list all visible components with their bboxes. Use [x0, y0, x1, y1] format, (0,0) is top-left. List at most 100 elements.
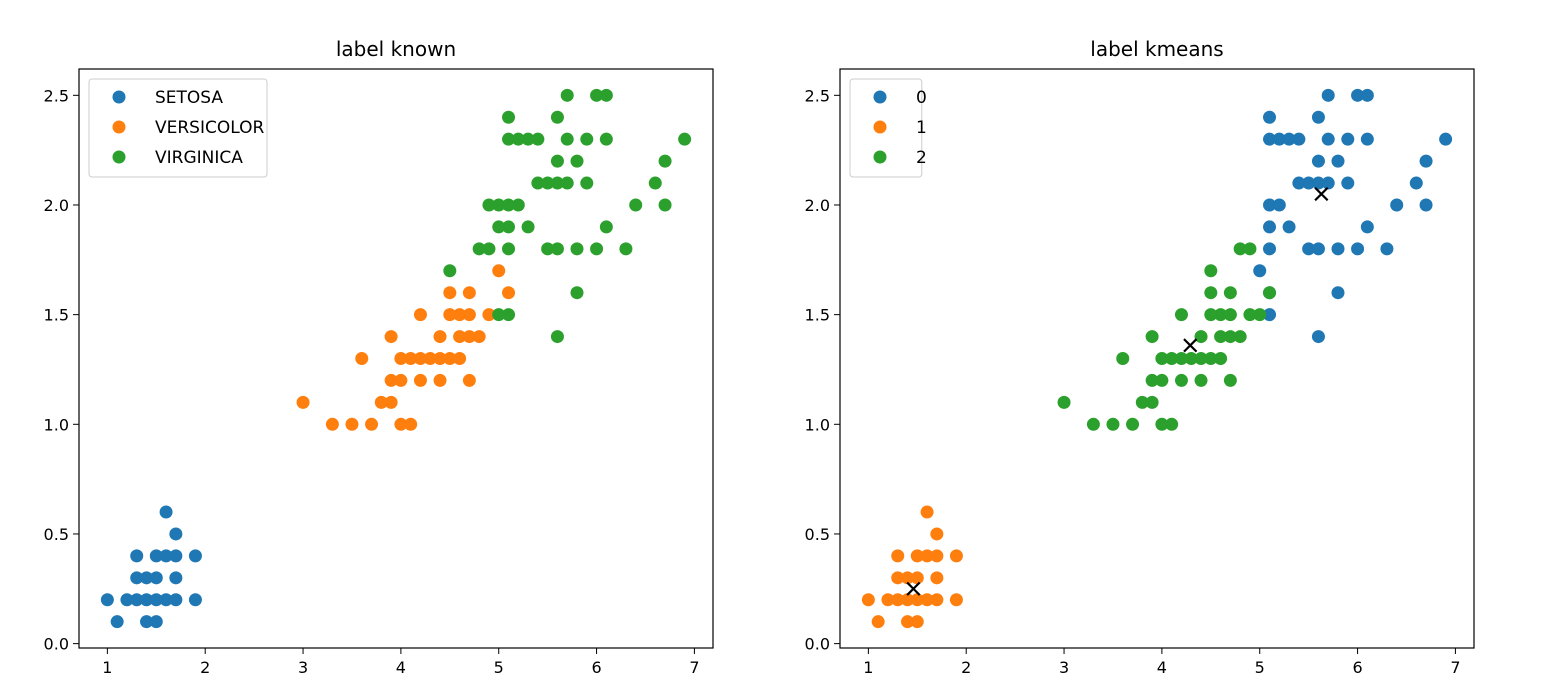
point-virginica: [550, 242, 564, 256]
point-0: [1321, 88, 1335, 102]
point-1: [949, 549, 963, 563]
point-0: [1302, 242, 1316, 256]
point-1: [871, 615, 885, 629]
point-0: [1263, 110, 1277, 124]
point-setosa: [188, 593, 202, 607]
y-tick-label: 0.0: [44, 635, 69, 654]
point-virginica: [580, 176, 594, 190]
x-tick-label: 2: [200, 658, 210, 677]
point-1: [920, 505, 934, 519]
point-0: [1321, 132, 1335, 146]
point-virginica: [570, 154, 584, 168]
x-tick-label: 7: [1450, 658, 1460, 677]
point-2: [1253, 308, 1267, 322]
x-tick-label: 6: [591, 658, 601, 677]
point-1: [910, 571, 924, 585]
point-1: [891, 549, 905, 563]
scatter-points: [100, 88, 692, 629]
point-versicolor: [384, 330, 398, 344]
point-0: [1419, 154, 1433, 168]
point-versicolor: [325, 417, 339, 431]
legend-label: VERSICOLOR: [155, 118, 264, 138]
point-versicolor: [355, 352, 369, 365]
point-2: [1126, 417, 1140, 431]
legend: 0 1 2: [849, 78, 927, 178]
x-tick-label: 3: [298, 658, 308, 677]
legend-marker: [112, 120, 126, 134]
point-2: [1233, 330, 1247, 344]
x-tick-label: 6: [1352, 658, 1362, 677]
point-virginica: [550, 176, 564, 190]
point-2: [1243, 308, 1257, 322]
point-versicolor: [394, 352, 408, 365]
point-virginica: [531, 176, 545, 190]
point-virginica: [599, 88, 613, 102]
point-virginica: [629, 198, 643, 212]
point-2: [1204, 286, 1218, 300]
x-tick-label: 7: [689, 658, 699, 677]
point-versicolor: [462, 308, 476, 322]
point-virginica: [502, 308, 516, 322]
point-2: [1174, 373, 1188, 387]
y-tick-label: 2.5: [44, 86, 69, 105]
y-tick-label: 0.5: [805, 525, 830, 544]
point-2: [1233, 242, 1247, 256]
point-0: [1272, 132, 1286, 146]
point-0: [1341, 132, 1355, 146]
point-1: [920, 593, 934, 607]
point-0: [1439, 132, 1453, 146]
point-versicolor: [404, 417, 418, 431]
point-1: [930, 593, 944, 607]
point-1: [949, 593, 963, 607]
x-tick-label: 5: [494, 658, 504, 677]
point-1: [910, 615, 924, 629]
point-virginica: [482, 198, 496, 212]
point-0: [1263, 220, 1277, 234]
point-2: [1223, 308, 1237, 322]
point-setosa: [169, 527, 183, 541]
point-2: [1223, 286, 1237, 300]
point-versicolor: [413, 373, 427, 387]
point-virginica: [648, 176, 662, 190]
point-0: [1311, 154, 1325, 168]
point-1: [930, 527, 944, 541]
x-tick-label: 1: [863, 658, 873, 677]
point-2: [1174, 308, 1188, 322]
point-setosa: [120, 593, 134, 607]
point-1: [891, 571, 905, 585]
point-2: [1116, 352, 1130, 365]
point-versicolor: [365, 417, 379, 431]
point-2: [1145, 373, 1159, 387]
y-tick-label: 1.5: [805, 306, 830, 325]
axes-frame: [839, 68, 1475, 649]
legend-label: 1: [916, 118, 927, 138]
point-virginica: [482, 242, 496, 256]
point-2: [1223, 330, 1237, 344]
point-virginica: [560, 88, 574, 102]
point-virginica: [502, 110, 516, 124]
point-setosa: [100, 593, 114, 607]
point-setosa: [159, 593, 173, 607]
point-1: [920, 549, 934, 563]
y-tick-label: 0.0: [805, 635, 830, 654]
point-2: [1223, 373, 1237, 387]
point-versicolor: [433, 330, 447, 344]
point-0: [1282, 132, 1296, 146]
x-tick-label: 4: [396, 658, 406, 677]
point-virginica: [560, 176, 574, 190]
point-2: [1194, 373, 1208, 387]
point-1: [901, 571, 915, 585]
chart-title: label kmeans: [1090, 37, 1223, 61]
point-versicolor: [462, 373, 476, 387]
point-2: [1194, 330, 1208, 344]
point-versicolor: [443, 308, 457, 322]
point-setosa: [169, 571, 183, 585]
point-2: [1106, 417, 1120, 431]
point-virginica: [599, 220, 613, 234]
point-2: [1086, 417, 1100, 431]
legend-label: 0: [916, 88, 927, 108]
point-virginica: [570, 286, 584, 300]
point-0: [1331, 154, 1345, 168]
point-virginica: [502, 242, 516, 256]
point-virginica: [492, 220, 506, 234]
